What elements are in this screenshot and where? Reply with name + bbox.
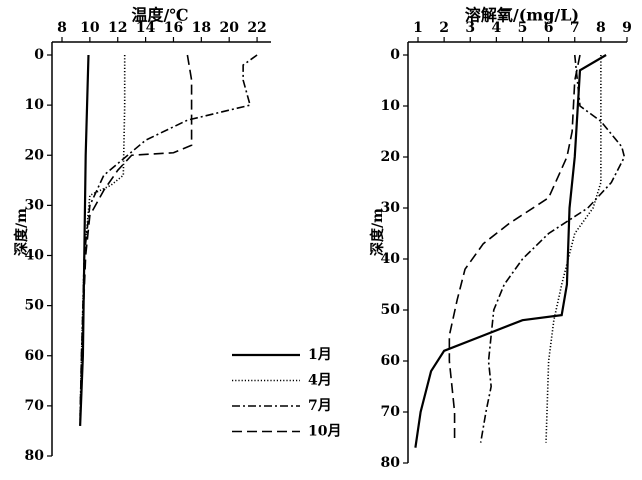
x-tick-label: 3 xyxy=(465,20,475,36)
y-tick-label: 30 xyxy=(381,200,401,216)
x-tick-label: 6 xyxy=(544,20,554,36)
depth-profile xyxy=(79,54,193,416)
y-tick-label: 60 xyxy=(381,353,401,369)
x-tick-label: 8 xyxy=(596,20,606,36)
x-tick-label: 14 xyxy=(136,20,156,36)
chart-title: 温度/℃ xyxy=(130,6,188,25)
y-tick-label: 10 xyxy=(381,98,401,114)
x-tick-label: 7 xyxy=(570,20,580,36)
x-tick-label: 4 xyxy=(492,20,502,36)
legend-label: 10月 xyxy=(308,424,341,440)
y-tick-label: 0 xyxy=(34,47,44,63)
x-tick-label: 5 xyxy=(518,20,528,36)
x-tick-label: 8 xyxy=(57,20,67,36)
y-tick-label: 20 xyxy=(381,149,401,165)
x-tick-label: 10 xyxy=(80,20,100,36)
x-tick-label: 1 xyxy=(413,20,423,36)
y-tick-label: 50 xyxy=(25,298,45,314)
legend-label: 4月 xyxy=(308,373,332,389)
y-tick-label: 10 xyxy=(25,97,45,113)
depth-profile xyxy=(448,54,581,443)
y-tick-label: 30 xyxy=(25,197,45,213)
x-tick-label: 2 xyxy=(439,20,449,36)
y-tick-label: 80 xyxy=(25,448,45,464)
chart-title: 溶解氧/(mg/L) xyxy=(465,6,579,25)
y-tick-label: 0 xyxy=(390,47,400,63)
x-tick-label: 20 xyxy=(219,20,239,36)
depth-profile xyxy=(79,54,90,426)
y-tick-label: 70 xyxy=(381,404,401,420)
depth-profile xyxy=(414,54,607,448)
x-tick-label: 12 xyxy=(108,20,127,36)
x-tick-label: 9 xyxy=(622,20,632,36)
depth-profile xyxy=(79,55,126,416)
depth-profile xyxy=(545,55,602,443)
legend-label: 7月 xyxy=(308,398,332,414)
x-tick-label: 18 xyxy=(192,20,211,36)
y-axis-label: 深度/m xyxy=(13,208,30,256)
y-tick-label: 70 xyxy=(25,398,45,414)
x-tick-label: 22 xyxy=(247,20,266,36)
y-tick-label: 40 xyxy=(381,251,401,267)
y-tick-label: 60 xyxy=(25,348,45,364)
y-axis-label: 深度/m xyxy=(369,208,386,256)
legend-label: 1月 xyxy=(308,347,332,363)
depth-profile xyxy=(479,54,626,443)
y-tick-label: 40 xyxy=(25,248,45,264)
depth-profile xyxy=(79,54,258,421)
y-tick-label: 50 xyxy=(381,302,401,318)
y-tick-label: 80 xyxy=(381,455,401,471)
y-tick-label: 20 xyxy=(25,147,45,163)
x-tick-label: 16 xyxy=(164,20,183,36)
